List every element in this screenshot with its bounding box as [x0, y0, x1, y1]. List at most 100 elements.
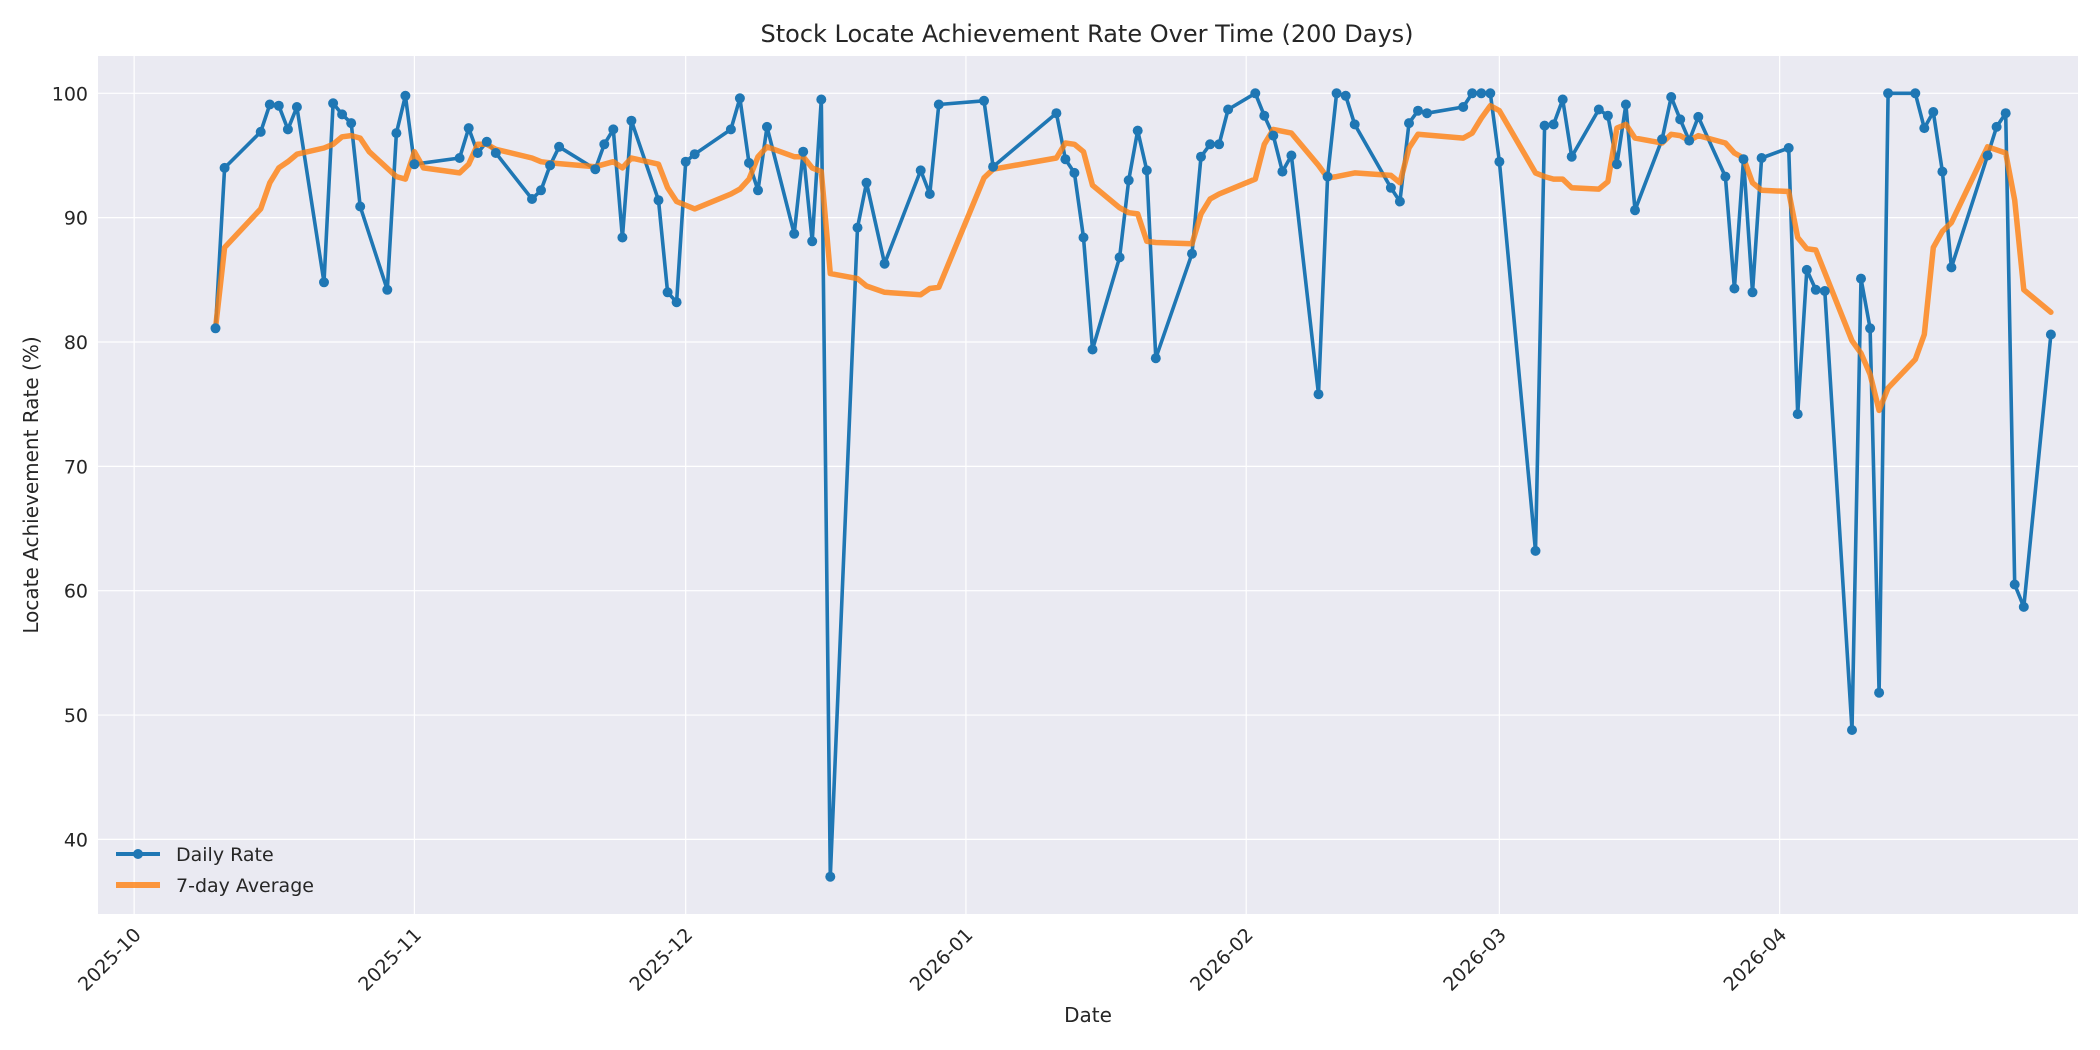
daily-rate-point — [463, 123, 474, 134]
legend-daily-label: Daily Rate — [176, 844, 274, 866]
daily-rate-point — [481, 136, 492, 147]
daily-rate-point — [527, 194, 537, 204]
y-tick-label: 60 — [64, 581, 88, 603]
daily-rate-point — [924, 189, 935, 199]
daily-rate-point — [1494, 156, 1505, 167]
legend-daily-marker — [133, 849, 143, 859]
x-tick-label: 2025-10 — [74, 924, 146, 996]
daily-rate-point — [1630, 205, 1640, 216]
daily-rate-point — [282, 124, 293, 135]
daily-rate-point — [1928, 107, 1939, 117]
x-axis-label: Date — [1064, 1003, 1112, 1027]
daily-rate-point — [979, 95, 989, 106]
daily-rate-point — [825, 871, 836, 882]
daily-rate-point — [1611, 159, 1622, 170]
daily-rate-point — [1141, 165, 1152, 176]
daily-rate-point — [1150, 353, 1161, 364]
daily-rate-point — [1205, 139, 1216, 150]
daily-rate-point — [1485, 88, 1496, 99]
daily-rate-point — [1729, 283, 1740, 294]
daily-rate-point — [472, 148, 483, 158]
daily-rate-point — [1385, 182, 1396, 193]
daily-rate-point — [1666, 92, 1677, 102]
daily-rate-point — [346, 118, 357, 129]
daily-rate-point — [355, 201, 366, 212]
chart-title: Stock Locate Achievement Rate Over Time … — [760, 20, 1413, 48]
daily-rate-point — [490, 148, 501, 158]
daily-rate-point — [734, 93, 745, 104]
daily-rate-point — [1937, 166, 1948, 177]
daily-rate-point — [2018, 601, 2029, 612]
daily-rate-point — [807, 236, 818, 247]
daily-rate-point — [1865, 323, 1876, 334]
y-tick-label: 50 — [64, 705, 88, 727]
x-tick-label: 2026-04 — [1719, 924, 1791, 996]
daily-rate-point — [1051, 108, 1062, 119]
daily-rate-point — [1982, 150, 1993, 161]
daily-rate-point — [1123, 175, 1134, 186]
daily-rate-point — [1322, 171, 1333, 182]
daily-rate-point — [1132, 125, 1143, 136]
daily-rate-point — [1087, 344, 1098, 355]
daily-rate-point — [1422, 108, 1432, 119]
daily-rate-point — [454, 153, 465, 163]
daily-rate-point — [1060, 154, 1071, 165]
daily-rate-point — [626, 115, 637, 126]
daily-rate-point — [2009, 579, 2020, 590]
daily-rate-point — [1268, 130, 1279, 141]
daily-rate-point — [671, 297, 682, 308]
daily-rate-point — [536, 185, 546, 196]
daily-rate-point — [1530, 545, 1541, 556]
daily-rate-point — [653, 195, 664, 206]
daily-rate-point — [1657, 134, 1668, 145]
daily-rate-point — [1720, 171, 1731, 182]
daily-rate-point — [1738, 154, 1749, 165]
daily-rate-point — [1413, 105, 1423, 116]
daily-rate-point — [1548, 119, 1559, 130]
daily-rate-point — [382, 284, 393, 295]
daily-rate-point — [273, 100, 284, 111]
daily-rate-point — [915, 165, 926, 176]
daily-rate-point — [933, 99, 944, 110]
daily-rate-point — [337, 109, 348, 120]
daily-rate-point — [409, 159, 420, 170]
daily-rate-point — [879, 258, 890, 269]
x-tick-label: 2025-12 — [626, 924, 698, 996]
y-tick-label: 40 — [64, 829, 88, 851]
daily-rate-point — [689, 149, 700, 160]
daily-rate-point — [1458, 102, 1469, 112]
x-tick-label: 2026-01 — [906, 924, 978, 996]
daily-rate-point — [798, 146, 809, 157]
daily-rate-point — [1792, 409, 1803, 420]
daily-rate-point — [1078, 232, 1089, 243]
daily-rate-point — [988, 161, 999, 172]
daily-rate-point — [617, 232, 628, 243]
daily-rate-point — [1783, 143, 1794, 153]
x-tick-label: 2026-03 — [1439, 924, 1511, 996]
daily-rate-point — [1856, 273, 1866, 284]
daily-rate-point — [590, 164, 601, 175]
daily-rate-point — [1394, 196, 1405, 207]
daily-rate-point — [1991, 121, 2002, 132]
daily-rate-point — [789, 228, 800, 239]
daily-rate-point — [1593, 104, 1604, 115]
daily-rate-point — [319, 277, 329, 288]
daily-rate-point — [1114, 252, 1125, 263]
daily-rate-point — [1223, 104, 1234, 115]
daily-rate-point — [1331, 88, 1342, 99]
daily-rate-point — [608, 124, 619, 135]
daily-rate-point — [1187, 248, 1197, 259]
daily-rate-point — [1756, 153, 1767, 163]
daily-rate-point — [1620, 99, 1631, 110]
daily-rate-point — [1313, 389, 1324, 400]
daily-rate-point — [816, 94, 827, 105]
y-tick-label: 80 — [64, 332, 88, 354]
daily-rate-point — [1946, 262, 1957, 273]
daily-rate-point — [599, 139, 610, 150]
daily-rate-point — [1847, 725, 1857, 735]
daily-rate-point — [1810, 284, 1821, 295]
x-tick-label: 2026-02 — [1186, 924, 1258, 996]
daily-rate-point — [1566, 151, 1577, 162]
y-tick-label: 90 — [64, 208, 88, 230]
